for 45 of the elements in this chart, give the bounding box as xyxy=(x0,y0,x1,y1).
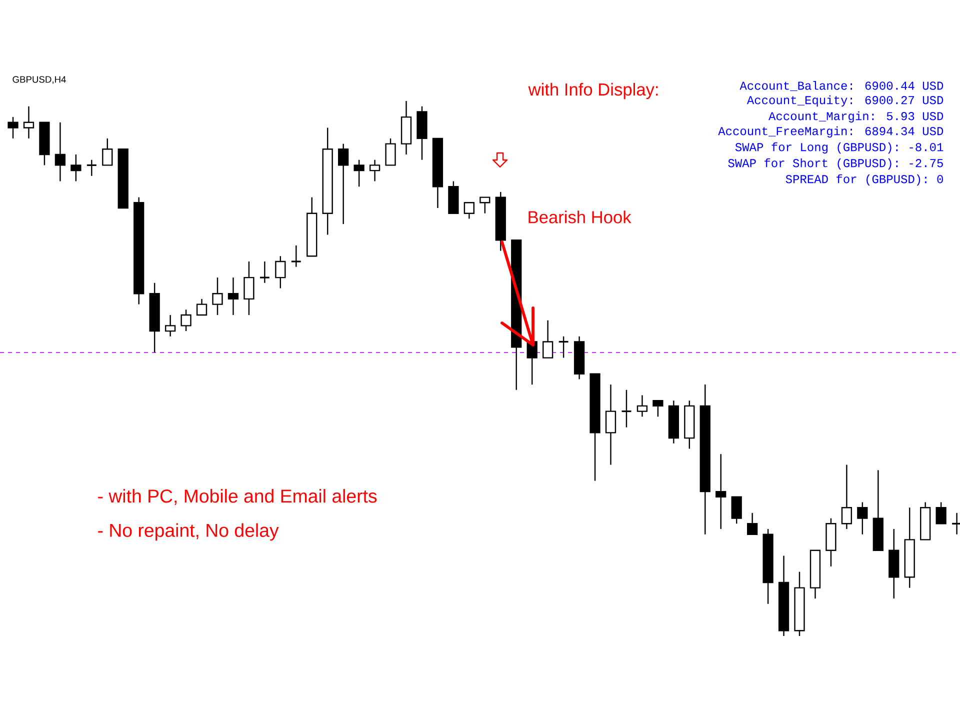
text: with Info Display: xyxy=(528,82,658,100)
candlestick xyxy=(70,154,82,182)
candlestick xyxy=(164,314,176,337)
annotation: - with PC, Mobile and Email alerts xyxy=(98,489,377,505)
annotation: SWAP for Short (GBPUSD): -2.75 xyxy=(728,158,943,170)
candlestick xyxy=(841,464,852,530)
candlestick xyxy=(23,106,34,140)
candlestick xyxy=(290,244,302,268)
annotation: SPREAD for (GBPUSD): 0 xyxy=(786,174,943,186)
candlestick xyxy=(369,159,380,182)
candlestick xyxy=(196,298,208,316)
candlestick xyxy=(480,196,490,214)
annotation: Bearish Hook xyxy=(528,210,632,224)
annotation: Account_Equity: 6900.27 USD xyxy=(746,95,944,107)
candlestick xyxy=(746,512,758,535)
candlestick xyxy=(354,159,364,188)
annotation: - No repaint, No delay xyxy=(98,523,279,541)
annotation: Account_Margin: 5.93 USD xyxy=(768,111,944,123)
candlestick xyxy=(275,256,286,289)
candlestick xyxy=(558,336,570,358)
candlestick xyxy=(652,400,664,418)
candlestick xyxy=(244,260,254,316)
text: GBPUSD,H4 xyxy=(12,76,66,84)
annotation: SWAP for Long (GBPUSD): -8.01 xyxy=(735,142,944,154)
candlestick xyxy=(542,320,554,358)
candlestick xyxy=(620,389,632,428)
candlestick xyxy=(212,276,223,316)
candlestick xyxy=(54,122,66,182)
annotation: Account_FreeMargin: 6894.34 USD xyxy=(718,126,944,138)
candlestick xyxy=(716,453,726,530)
candlestick xyxy=(636,394,648,418)
candlestick xyxy=(731,496,742,524)
candlestick xyxy=(8,116,18,140)
candlestick xyxy=(102,138,113,166)
text: Account_Balance: 6900.44 USD xyxy=(740,80,944,91)
candlestick xyxy=(464,202,474,220)
candlestick xyxy=(86,159,98,176)
candlestick xyxy=(228,276,239,316)
candlestick xyxy=(605,384,616,466)
candlestick xyxy=(936,502,946,524)
candlestick xyxy=(857,502,868,535)
candlestick xyxy=(180,309,192,332)
candlestick xyxy=(385,138,396,166)
candlestick xyxy=(259,260,270,284)
candlestick xyxy=(338,143,349,225)
